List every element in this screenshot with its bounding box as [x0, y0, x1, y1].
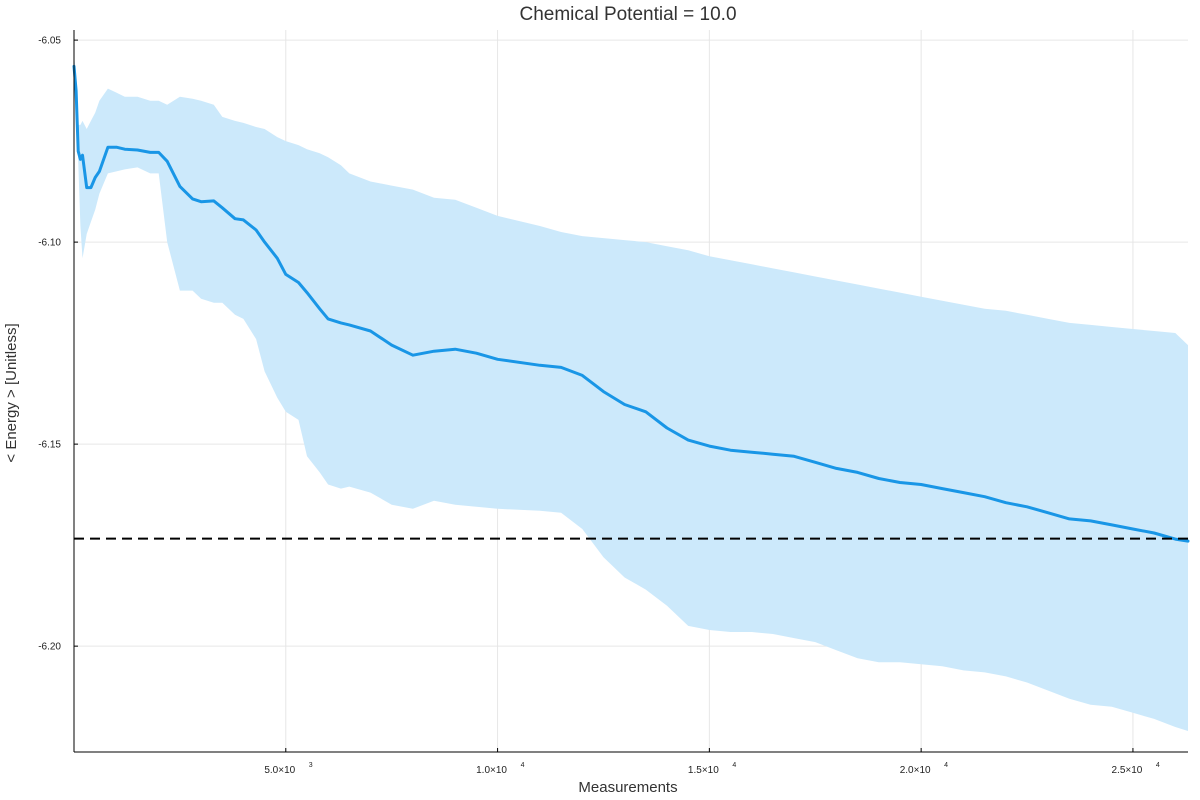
series-line-layer [72, 64, 1190, 543]
x-tick-exponent: 4 [521, 762, 525, 769]
y-tick-label: -6.05 [38, 36, 61, 47]
x-axis-label: Measurements [578, 779, 677, 796]
chart-title: Chemical Potential = 10.0 [519, 4, 736, 25]
x-tick-exponent: 4 [1156, 762, 1160, 769]
y-tick-label: -6.20 [38, 642, 61, 653]
y-tick-label: -6.15 [38, 440, 61, 451]
x-tick-label: 2.5×10 [1111, 765, 1142, 776]
x-tick-exponent: 3 [309, 762, 313, 769]
x-tick-label: 2.0×10 [900, 765, 931, 776]
x-tick-label: 1.5×10 [688, 765, 719, 776]
y-tick-label: -6.10 [38, 238, 61, 249]
x-tick-label: 5.0×10 [264, 765, 295, 776]
axes [73, 30, 1188, 753]
x-tick-label: 1.0×10 [476, 765, 507, 776]
tick-labels: -6.05 -6.10 -6.15 -6.20 5.0×10 3 1.0×10 4 1.5×10… [38, 36, 1160, 776]
y-axis-label: < Energy > [Unitless] [3, 323, 20, 462]
error-band-layer [74, 56, 1188, 732]
error-band [74, 56, 1188, 732]
series-line [72, 64, 1190, 543]
x-tick-exponent: 4 [732, 762, 736, 769]
x-tick-exponent: 4 [944, 762, 948, 769]
